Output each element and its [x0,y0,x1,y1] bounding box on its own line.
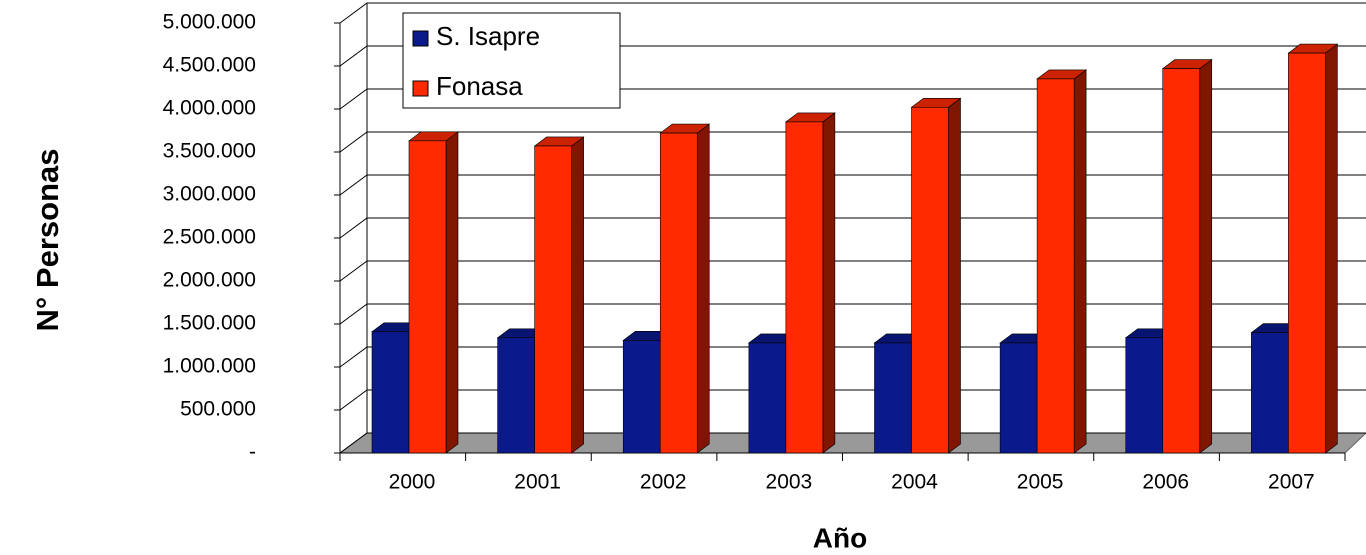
grid-line [339,45,1366,67]
grid-line [339,389,1366,411]
y-tick-label: 1.000.000 [163,355,256,378]
grid-line [339,131,1366,153]
legend-box [402,12,621,109]
bar [408,140,447,454]
bar [874,342,912,454]
bar [1162,68,1201,454]
legend-label: S. Isapre [436,21,540,51]
bar [371,331,410,454]
grid-line [339,260,1366,282]
y-tick-label: 2.500.000 [163,226,256,249]
y-tick-label: - [249,441,256,464]
grid-line [339,303,1366,325]
bar [1036,78,1075,454]
bar-side [696,123,710,454]
bar-side [1325,43,1338,454]
x-tick-label: 2002 [640,471,687,494]
bar [534,145,572,454]
bar [1125,337,1164,454]
y-tick-label: 2.000.000 [163,269,256,292]
legend-swatch [412,80,429,97]
bar [622,340,661,454]
bar-side [1199,58,1213,454]
grid-line [339,88,1366,110]
y-axis-title: N° Personas [30,149,65,332]
bar [497,337,535,454]
legend-label: Fonasa [436,71,523,101]
legend-swatch [412,30,429,47]
grid-line [339,346,1366,368]
x-tick-label: 2003 [766,471,813,494]
grid-line [339,174,1366,196]
y-tick-label: 3.000.000 [163,183,256,206]
x-tick-label: 2006 [1142,471,1189,494]
grid-line [339,217,1366,239]
x-tick-label: 2000 [389,471,436,494]
y-tick-label: 4.500.000 [163,54,256,77]
y-tick-label: 1.500.000 [163,312,256,335]
bar-side [571,136,584,454]
bar [659,132,698,454]
bar [911,106,949,454]
y-tick-label: 5.000.000 [163,11,256,34]
x-tick-label: 2001 [514,471,561,494]
x-tick-label: 2007 [1268,471,1315,494]
bar [999,342,1038,454]
y-tick-label: 500.000 [180,398,256,421]
bar-side [822,112,836,454]
bar-side [948,97,961,454]
grid-line [339,2,1366,24]
y-tick-label: 3.500.000 [163,140,256,163]
bar [785,121,824,454]
bar [1251,332,1289,454]
bar-side [445,131,459,454]
bar-side [1073,69,1087,454]
floor [338,432,1366,454]
x-tick-label: 2004 [891,471,938,494]
bar [1288,52,1326,454]
bar [748,342,787,454]
x-axis-title: Año [813,522,867,553]
legend: S. Isapre Fonasa [402,12,621,109]
y-tick-label: 4.000.000 [163,97,256,120]
x-tick-label: 2005 [1017,471,1064,494]
